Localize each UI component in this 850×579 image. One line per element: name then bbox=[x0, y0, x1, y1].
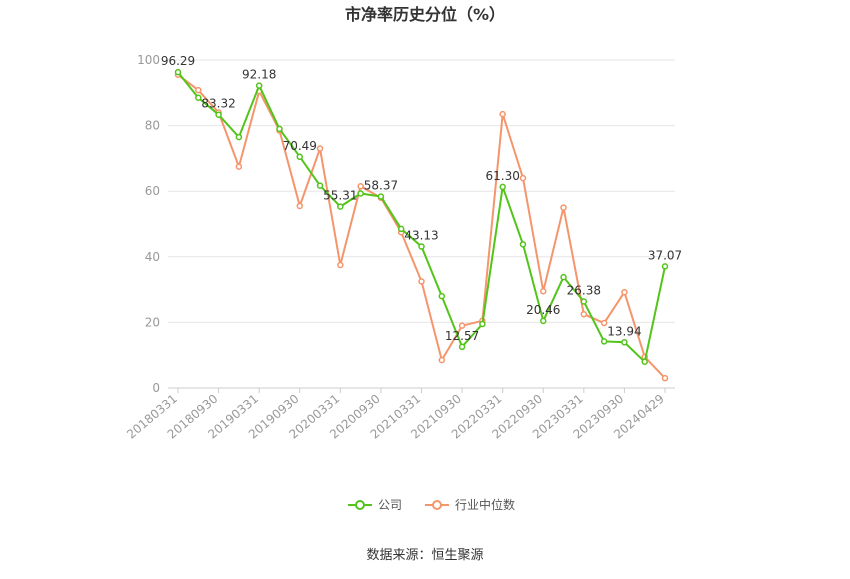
data-point bbox=[397, 225, 405, 233]
data-point bbox=[641, 358, 648, 366]
series-line bbox=[177, 74, 666, 379]
data-point bbox=[560, 273, 567, 281]
y-tick-label: 100 bbox=[137, 53, 160, 67]
data-point bbox=[235, 163, 243, 170]
data-point bbox=[438, 356, 446, 364]
data-point bbox=[276, 125, 283, 133]
y-tick-label: 60 bbox=[145, 184, 160, 198]
data-label: 55.31 bbox=[323, 189, 357, 203]
data-point bbox=[661, 374, 669, 382]
data-point bbox=[418, 243, 425, 250]
data-label: 37.07 bbox=[648, 248, 682, 262]
legend-label: 公司 bbox=[378, 498, 402, 512]
data-point bbox=[438, 292, 446, 300]
y-tick-label: 40 bbox=[145, 250, 160, 264]
data-label: 92.18 bbox=[242, 68, 276, 82]
data-point bbox=[174, 68, 182, 76]
data-point bbox=[357, 183, 364, 190]
data-label: 70.49 bbox=[283, 139, 317, 153]
data-label: 20.46 bbox=[526, 303, 560, 317]
data-point bbox=[540, 317, 547, 325]
data-point bbox=[458, 322, 466, 329]
data-point bbox=[296, 202, 303, 210]
data-point bbox=[195, 86, 202, 94]
data-label: 12.57 bbox=[445, 329, 479, 343]
data-label: 61.30 bbox=[485, 169, 519, 183]
data-point bbox=[316, 182, 324, 189]
legend-marker bbox=[355, 500, 365, 510]
data-point bbox=[255, 82, 263, 89]
data-point bbox=[540, 287, 547, 295]
data-label: 83.32 bbox=[201, 97, 235, 111]
data-point bbox=[580, 298, 588, 305]
data-point bbox=[621, 339, 628, 346]
data-point bbox=[377, 193, 385, 200]
legend-item-industry-median: 行业中位数 bbox=[425, 497, 515, 512]
data-point bbox=[600, 319, 608, 327]
y-tick-label: 20 bbox=[145, 315, 160, 329]
data-point bbox=[215, 111, 222, 118]
data-point bbox=[560, 204, 567, 211]
data-label: 96.29 bbox=[161, 54, 195, 68]
data-source: 数据来源：恒生聚源 bbox=[366, 548, 483, 563]
data-point bbox=[337, 203, 344, 210]
series-industry-median bbox=[174, 71, 669, 382]
y-tick-label: 80 bbox=[145, 119, 160, 133]
data-label: 43.13 bbox=[404, 229, 438, 243]
y-tick-label: 0 bbox=[152, 381, 160, 395]
data-point bbox=[499, 110, 506, 118]
data-point bbox=[316, 145, 324, 152]
data-point bbox=[600, 338, 608, 345]
data-label: 26.38 bbox=[567, 283, 601, 297]
data-point bbox=[621, 288, 628, 296]
data-point bbox=[357, 190, 364, 197]
data-point bbox=[296, 153, 303, 161]
data-point bbox=[418, 278, 425, 285]
data-point bbox=[479, 320, 486, 328]
legend-item-company: 公司 bbox=[348, 498, 402, 512]
data-point bbox=[499, 183, 506, 191]
data-label: 58.37 bbox=[364, 179, 398, 193]
data-point bbox=[458, 343, 466, 351]
data-point bbox=[195, 94, 202, 101]
data-point bbox=[661, 263, 669, 270]
legend-marker bbox=[432, 500, 442, 510]
data-point bbox=[337, 261, 344, 269]
data-point bbox=[235, 133, 243, 141]
data-point bbox=[519, 241, 527, 248]
data-point bbox=[519, 174, 527, 182]
data-label: 13.94 bbox=[607, 324, 641, 338]
series-line bbox=[177, 71, 666, 363]
legend-label: 行业中位数 bbox=[455, 497, 515, 512]
chart-title: 市净率历史分位（%） bbox=[345, 5, 505, 24]
series-company bbox=[174, 68, 669, 366]
data-point bbox=[580, 310, 588, 318]
